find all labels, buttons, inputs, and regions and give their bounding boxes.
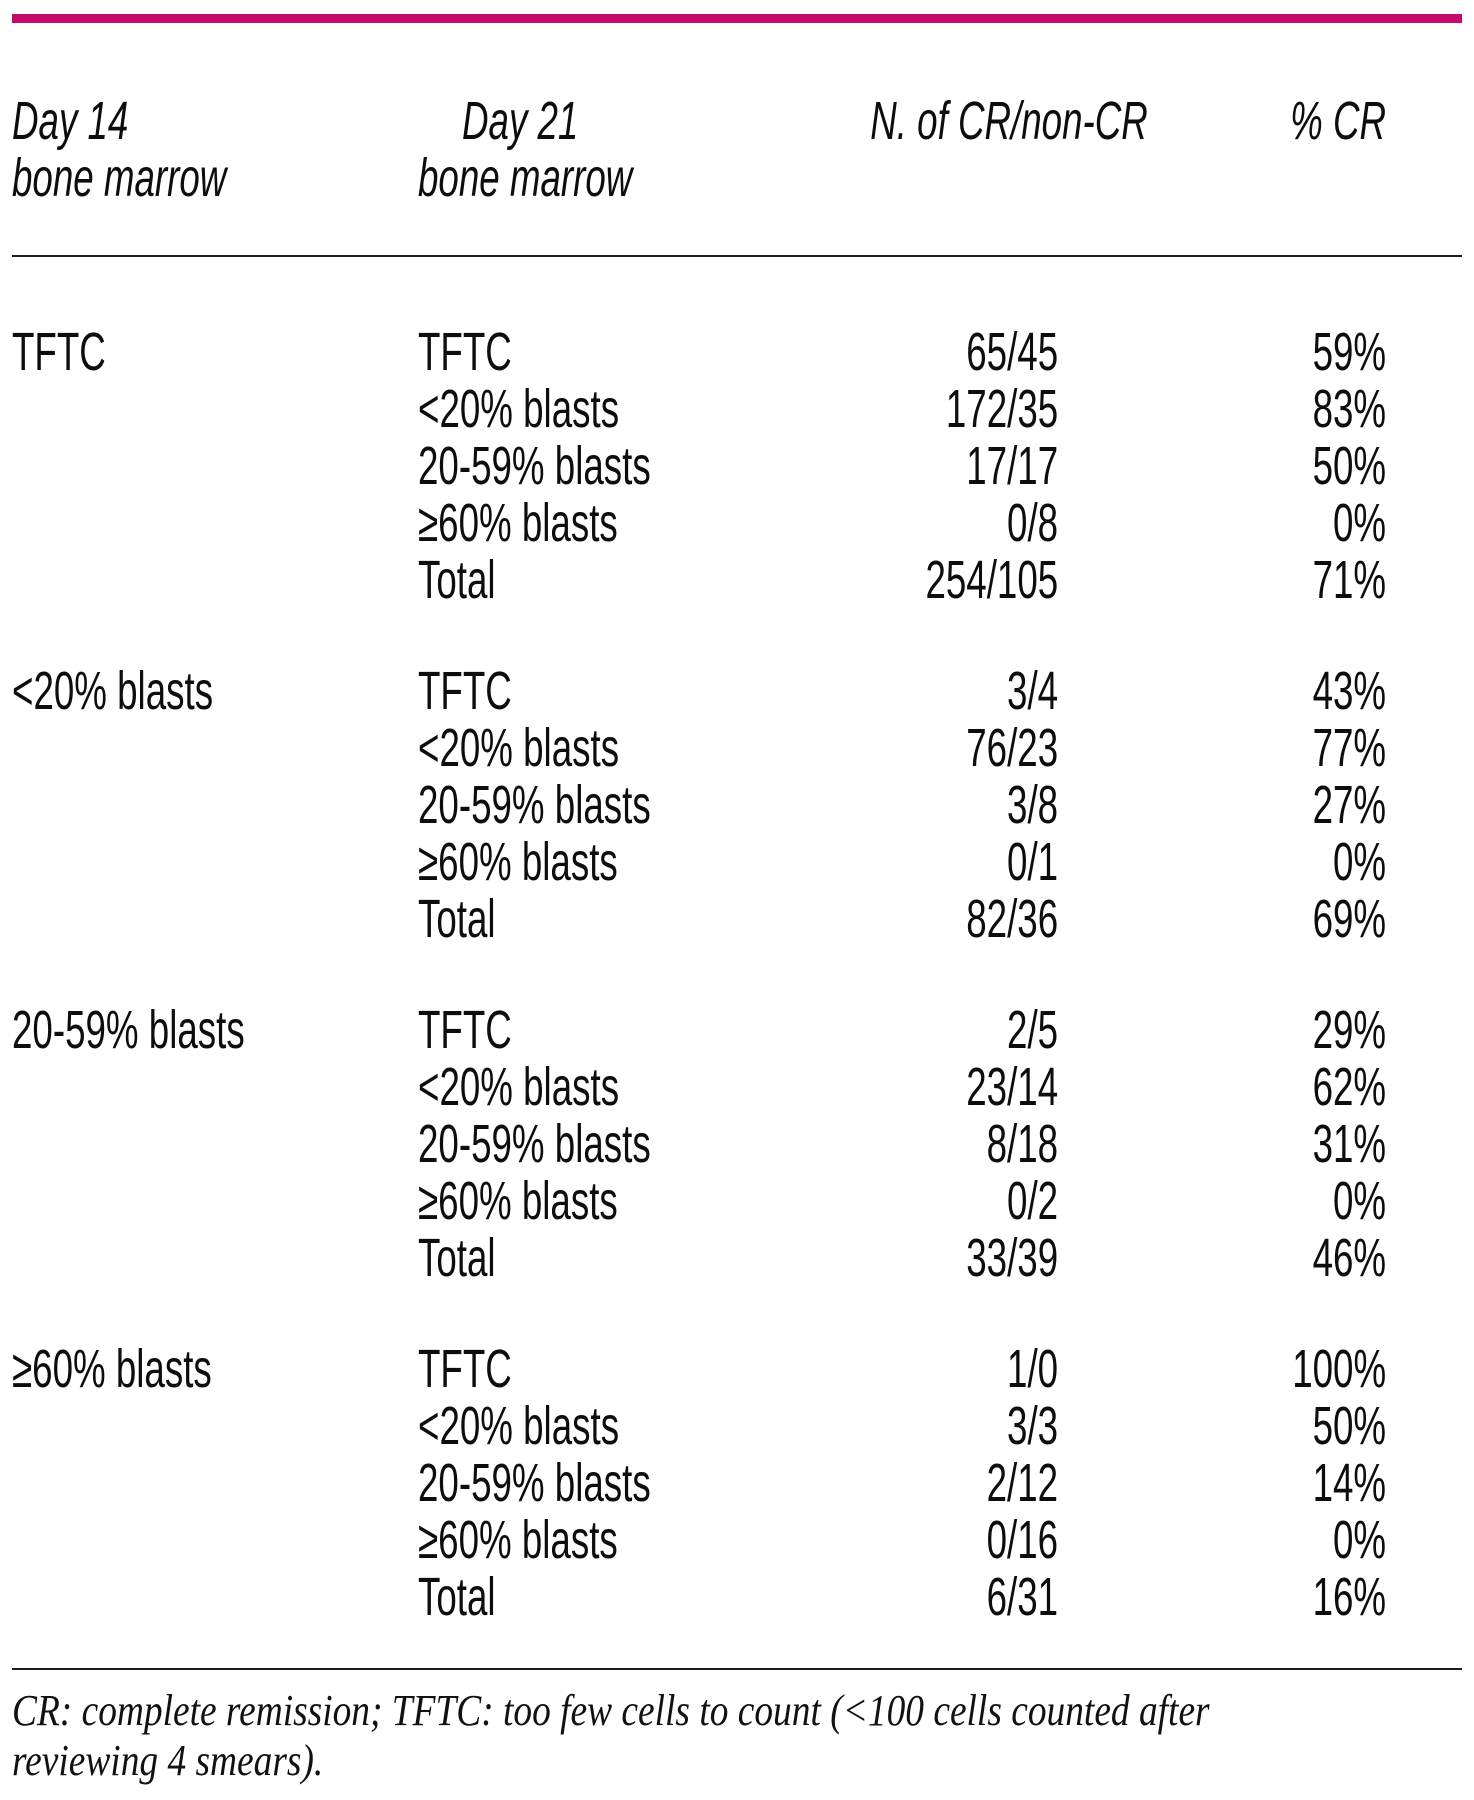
day21-label: <20% blasts [418,379,620,439]
cr-percent-value: 0% [1332,1510,1386,1570]
cr-percent-value: 31% [1312,1114,1386,1174]
cr-percent-value: 62% [1312,1057,1386,1117]
footer-divider-rule [12,1668,1462,1670]
day21-label: ≥60% blasts [418,1171,618,1231]
cr-percent-value: 77% [1312,718,1386,778]
day21-label: TFTC [418,661,512,721]
header-day21-line1: Day 21 [462,91,579,151]
day21-label: ≥60% blasts [418,1510,618,1570]
day21-label: Total [418,889,496,949]
row-group: TFTC TFTC 65/45 59% <20% blasts 172/35 83% 20-5… [12,324,1462,609]
day21-label: TFTC [418,1000,512,1060]
table-header-row: Day 14 bone marrow Day 21 bone marrow N.… [12,23,1462,207]
footnote-line2: reviewing 4 smears). [12,1736,324,1785]
cr-percent-value: 100% [1292,1339,1386,1399]
cr-ratio-value: 3/8 [1006,775,1058,835]
header-n-cr-noncr: N. of CR/non-CR [870,91,1148,151]
day21-label: Total [418,1567,496,1627]
header-divider-rule [12,255,1462,257]
day21-label: ≥60% blasts [418,493,618,553]
cr-ratio-value: 3/3 [1006,1396,1058,1456]
header-day14-line2: bone marrow [12,148,227,208]
cr-ratio-value: 172/35 [945,379,1058,439]
day21-label: 20-59% blasts [418,1453,651,1513]
cr-ratio-value: 2/5 [1006,1000,1058,1060]
cr-ratio-value: 3/4 [1006,661,1058,721]
cr-ratio-value: 65/45 [966,322,1058,382]
cr-percent-value: 29% [1312,1000,1386,1060]
cr-percent-value: 43% [1312,661,1386,721]
day14-label: ≥60% blasts [12,1339,212,1399]
header-pct-cr: % CR [1290,91,1386,151]
cr-percent-value: 69% [1312,889,1386,949]
day21-label: ≥60% blasts [418,832,618,892]
header-day21-line2: bone marrow [418,148,633,208]
header-day14-bone-marrow: Day 14 bone marrow [12,93,418,207]
cr-percent-value: 16% [1312,1567,1386,1627]
cr-ratio-value: 23/14 [966,1057,1058,1117]
day21-label: TFTC [418,322,512,382]
cr-percent-value: 46% [1312,1228,1386,1288]
row-group: 20-59% blasts TFTC 2/5 29% <20% blasts 23/14 6… [12,1002,1462,1287]
day21-label: 20-59% blasts [418,775,651,835]
footnote-line1: CR: complete remission; TFTC: too few ce… [12,1686,1210,1735]
cr-percent-value: 71% [1312,550,1386,610]
row-group: <20% blasts TFTC 3/4 43% <20% blasts 76/23 77%… [12,663,1462,948]
day21-label: <20% blasts [418,718,620,778]
day14-label: 20-59% blasts [12,1000,245,1060]
cr-ratio-value: 33/39 [966,1228,1058,1288]
day21-label: 20-59% blasts [418,1114,651,1174]
cr-ratio-value: 254/105 [925,550,1058,610]
day21-label: TFTC [418,1339,512,1399]
cr-percent-value: 50% [1312,1396,1386,1456]
cr-ratio-value: 0/1 [1006,832,1058,892]
cr-ratio-value: 17/17 [966,436,1058,496]
day21-label: Total [418,1228,496,1288]
cr-ratio-value: 82/36 [966,889,1058,949]
cr-ratio-value: 6/31 [986,1567,1058,1627]
day21-label: Total [418,550,496,610]
cr-percent-value: 0% [1332,1171,1386,1231]
cr-percent-value: 59% [1312,322,1386,382]
cr-percent-value: 50% [1312,436,1386,496]
day21-label: <20% blasts [418,1396,620,1456]
day21-label: 20-59% blasts [418,436,651,496]
cr-ratio-value: 0/16 [986,1510,1058,1570]
row-group: ≥60% blasts TFTC 1/0 100% <20% blasts 3/3 50% 2… [12,1341,1462,1626]
cr-ratio-value: 76/23 [966,718,1058,778]
cr-percent-value: 27% [1312,775,1386,835]
cr-percent-value: 83% [1312,379,1386,439]
cr-percent-value: 0% [1332,832,1386,892]
table-footnote: CR: complete remission; TFTC: too few ce… [12,1670,1462,1786]
table-groups: TFTC TFTC 65/45 59% <20% blasts 172/35 83% 20-5… [12,257,1462,1626]
day14-label: TFTC [12,322,106,382]
cr-ratio-value: 0/2 [1006,1171,1058,1231]
cr-percent-value: 0% [1332,493,1386,553]
cr-ratio-value: 8/18 [986,1114,1058,1174]
cr-ratio-value: 2/12 [986,1453,1058,1513]
day21-label: <20% blasts [418,1057,620,1117]
header-day21-bone-marrow: Day 21 bone marrow [418,93,748,207]
accent-bar [12,14,1462,23]
header-day14-line1: Day 14 [12,91,129,151]
day14-label: <20% blasts [12,661,214,721]
cr-percent-value: 14% [1312,1453,1386,1513]
cr-ratio-value: 0/8 [1006,493,1058,553]
cr-ratio-value: 1/0 [1006,1339,1058,1399]
